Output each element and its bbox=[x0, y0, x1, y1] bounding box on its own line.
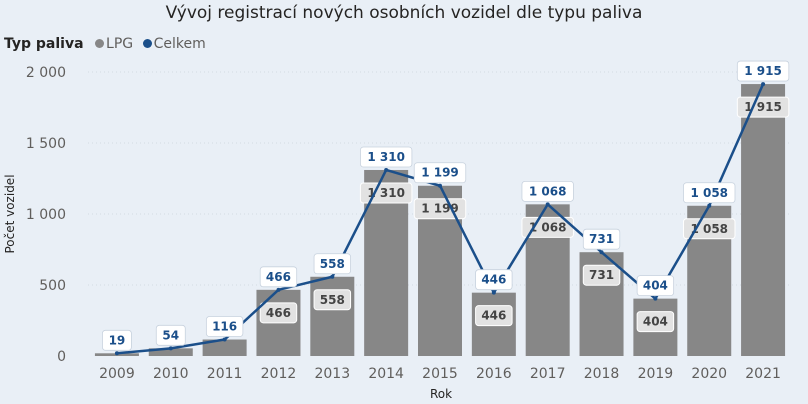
bar-data-label: 404 bbox=[643, 315, 668, 329]
x-tick-label: 2010 bbox=[153, 366, 189, 382]
bar-2021 bbox=[741, 84, 786, 356]
legend: Typ paliva LPG Celkem bbox=[4, 36, 208, 52]
y-tick-label: 1 000 bbox=[26, 207, 66, 223]
celkem-point-2011 bbox=[222, 337, 227, 342]
line-label-bg bbox=[521, 180, 574, 202]
celkem-point-2017 bbox=[545, 202, 550, 207]
bar-label-bg bbox=[582, 264, 621, 286]
bar-2013 bbox=[310, 276, 355, 356]
bar-data-label: 466 bbox=[266, 306, 291, 320]
line-data-label: 558 bbox=[320, 257, 345, 271]
line-label-bg bbox=[313, 253, 351, 275]
line-data-label: 404 bbox=[643, 279, 668, 293]
line-label-bg bbox=[205, 316, 244, 337]
x-tick-label: 2015 bbox=[422, 366, 458, 382]
line-data-label: 1 058 bbox=[690, 186, 728, 200]
legend-celkem-marker bbox=[142, 39, 152, 48]
y-tick-label: 2 000 bbox=[26, 65, 66, 81]
y-axis-title: Počet vozidel bbox=[3, 174, 17, 253]
celkem-point-2012 bbox=[276, 287, 281, 292]
line-data-label: 116 bbox=[212, 320, 237, 334]
x-tick-label: 2009 bbox=[99, 366, 135, 382]
bar-data-label: 446 bbox=[481, 309, 506, 323]
line-data-label: 19 bbox=[109, 333, 126, 347]
x-tick-label: 2012 bbox=[261, 366, 297, 382]
celkem-point-2014 bbox=[384, 167, 389, 172]
line-label-bg bbox=[360, 146, 413, 168]
x-tick-label: 2021 bbox=[745, 366, 781, 382]
legend-celkem-label[interactable]: Celkem bbox=[153, 36, 206, 52]
x-tick-label: 2019 bbox=[638, 366, 674, 382]
legend-lpg-marker bbox=[95, 39, 105, 48]
bar-label-bg bbox=[259, 302, 298, 324]
celkem-data-labels: 19 54 116 466 558 1 310 1 199 446 1 068 731 404 1 0… bbox=[102, 60, 790, 351]
y-tick-label: 0 bbox=[57, 349, 66, 365]
bar-label-bg bbox=[313, 289, 352, 311]
chart-title: Vývoj registrací nových osobních vozidel… bbox=[165, 3, 643, 23]
legend-title: Typ paliva bbox=[4, 36, 84, 52]
bar-label-bg bbox=[682, 218, 736, 240]
celkem-point-2018 bbox=[599, 250, 604, 255]
bar-2010 bbox=[148, 348, 193, 356]
bar-label-bg bbox=[475, 305, 513, 327]
line-label-bg bbox=[636, 275, 675, 297]
line-data-label: 54 bbox=[162, 328, 179, 342]
x-tick-label: 2013 bbox=[314, 366, 350, 382]
legend-lpg-label[interactable]: LPG bbox=[106, 36, 134, 52]
y-tick-label: 500 bbox=[39, 278, 66, 294]
x-tick-label: 2011 bbox=[207, 366, 243, 382]
line-data-label: 1 068 bbox=[529, 184, 567, 198]
line-label-bg bbox=[582, 228, 621, 250]
celkem-line bbox=[114, 82, 766, 356]
bar-data-label: 731 bbox=[589, 268, 614, 282]
celkem-point-2010 bbox=[168, 346, 173, 351]
bar-2011 bbox=[202, 339, 247, 356]
y-tick-label: 1 500 bbox=[26, 136, 66, 152]
celkem-point-2015 bbox=[438, 183, 442, 188]
line-data-label: 466 bbox=[266, 270, 291, 284]
x-axis-title: Rok bbox=[430, 387, 452, 401]
x-axis-ticks: 2009 2010 2011 2012 2013 2014 2015 2016 2017 2018… bbox=[99, 366, 781, 382]
celkem-point-2019 bbox=[653, 296, 658, 301]
line-data-label: 1 915 bbox=[744, 64, 782, 78]
line-data-label: 731 bbox=[589, 232, 614, 246]
bar-label-bg bbox=[636, 311, 675, 333]
line-data-label: 446 bbox=[481, 273, 506, 287]
x-tick-label: 2020 bbox=[691, 366, 727, 382]
celkem-point-2016 bbox=[491, 290, 496, 295]
line-label-bg bbox=[736, 60, 790, 82]
bar-data-label: 1 068 bbox=[529, 220, 567, 234]
x-tick-label: 2014 bbox=[368, 366, 404, 382]
bar-data-label: 1 058 bbox=[690, 222, 728, 236]
line-label-bg bbox=[259, 266, 298, 288]
line-data-label: 1 199 bbox=[421, 166, 459, 180]
line-label-bg bbox=[413, 162, 467, 184]
x-tick-label: 2018 bbox=[584, 366, 620, 382]
celkem-point-2009 bbox=[114, 351, 119, 356]
line-label-bg bbox=[155, 324, 186, 346]
lpg-bars bbox=[94, 84, 786, 356]
celkem-point-2013 bbox=[330, 274, 335, 279]
x-tick-label: 2016 bbox=[476, 366, 512, 382]
line-data-label: 1 310 bbox=[367, 150, 405, 164]
bar-data-label: 558 bbox=[320, 293, 345, 307]
line-label-bg bbox=[102, 329, 132, 351]
line-label-bg bbox=[475, 269, 513, 291]
line-label-bg bbox=[683, 182, 736, 204]
x-tick-label: 2017 bbox=[530, 366, 566, 382]
celkem-point-2021 bbox=[761, 82, 766, 87]
celkem-point-2020 bbox=[707, 203, 712, 208]
y-axis-ticks: 0 500 1 000 1 500 2 000 bbox=[26, 65, 66, 365]
